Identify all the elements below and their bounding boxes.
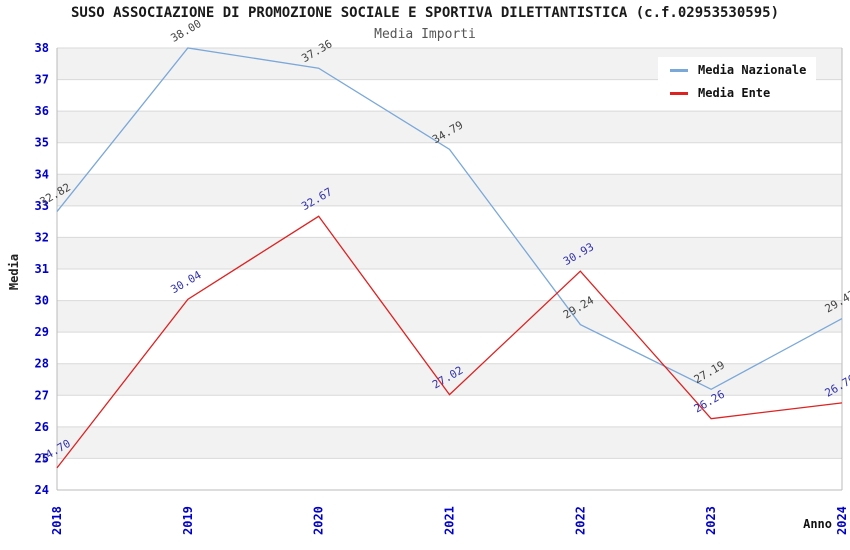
- x-tick-label: 2020: [312, 506, 326, 535]
- y-tick-label: 33: [35, 199, 49, 213]
- point-label: 38.00: [168, 17, 203, 45]
- y-tick-label: 34: [35, 167, 49, 181]
- legend-item-media-nazionale: Media Nazionale: [670, 63, 806, 77]
- x-tick-label: 2022: [573, 506, 587, 535]
- y-axis-label: Media: [7, 254, 21, 290]
- plot-band: [57, 269, 842, 301]
- y-tick-label: 35: [35, 136, 49, 150]
- y-tick-label: 37: [35, 73, 49, 87]
- series-line: [56, 215, 843, 469]
- y-tick-label: 36: [35, 104, 49, 118]
- x-tick-label: 2018: [50, 506, 64, 535]
- x-tick-label: 2021: [443, 506, 457, 535]
- x-axis-label: Anno: [803, 517, 832, 531]
- plot-band: [57, 237, 842, 269]
- legend: Media Nazionale Media Ente: [658, 57, 817, 106]
- y-tick-label: 27: [35, 388, 49, 402]
- chart-title: SUSO ASSOCIAZIONE DI PROMOZIONE SOCIALE …: [70, 5, 779, 21]
- plot-band: [57, 205, 842, 238]
- y-tick-label: 25: [35, 451, 49, 465]
- y-tick-label: 26: [35, 420, 49, 434]
- y-tick-label: 28: [35, 357, 49, 371]
- x-tick-label: 2024: [835, 506, 849, 535]
- plot-band: [57, 332, 842, 364]
- plot-band: [57, 426, 842, 459]
- x-tick-label: 2023: [704, 506, 718, 535]
- plot-band: [57, 174, 842, 206]
- x-tick-label: 2019: [181, 506, 195, 535]
- legend-label-media-nazionale: Media Nazionale: [698, 63, 807, 77]
- y-tick-label: 38: [35, 41, 49, 55]
- legend-line-swatch-red: [670, 91, 688, 95]
- y-tick-label: 30: [35, 294, 49, 308]
- plot-band: [57, 142, 842, 175]
- legend-item-media-ente: Media Ente: [670, 86, 806, 100]
- y-tick-label: 24: [35, 483, 49, 497]
- chart-subtitle: Media Importi: [374, 27, 476, 42]
- y-tick-label: 29: [35, 325, 49, 339]
- y-tick-label: 32: [35, 230, 49, 244]
- legend-line-swatch-blue: [670, 68, 688, 72]
- plot-band: [57, 300, 842, 333]
- plot-band: [57, 363, 842, 396]
- y-tick-label: 31: [35, 262, 49, 276]
- legend-label-media-ente: Media Ente: [698, 86, 771, 100]
- plot-band: [57, 458, 842, 490]
- plot-band: [57, 395, 842, 427]
- plot-band: [57, 111, 842, 143]
- series-line: [56, 47, 843, 391]
